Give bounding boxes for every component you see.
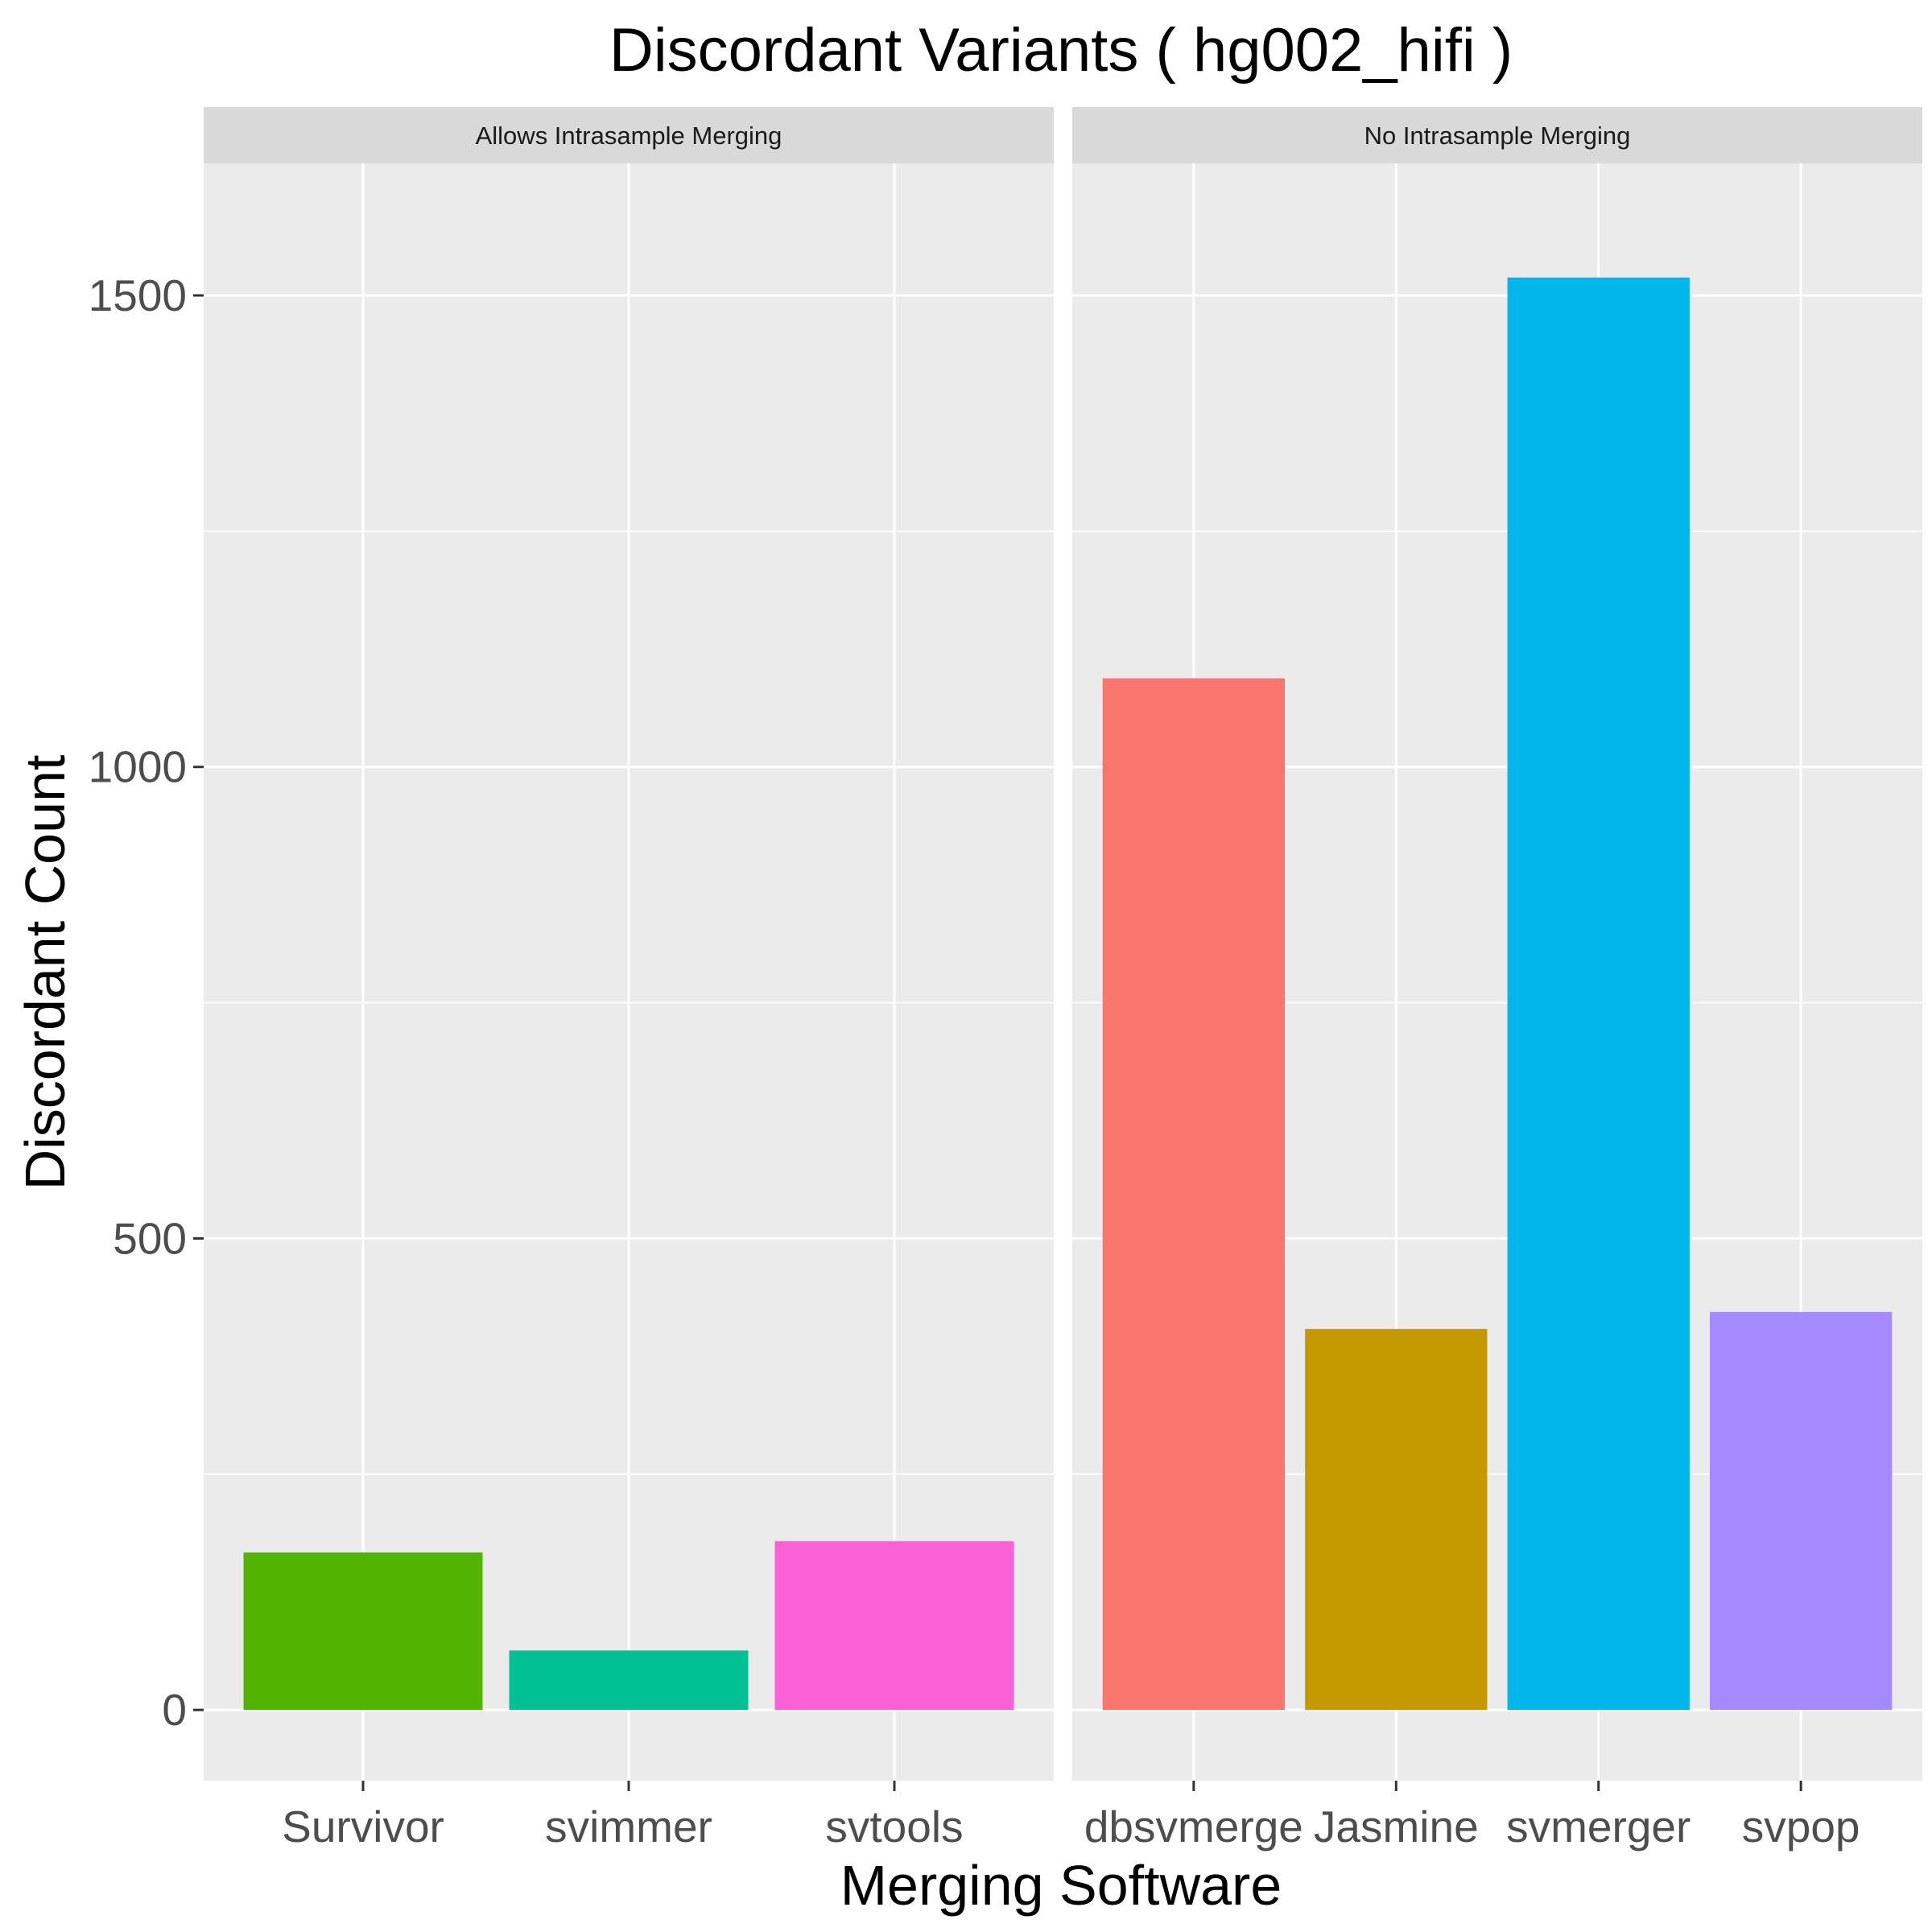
bar-svtools — [774, 1541, 1014, 1711]
x-tick-label: Survivor — [282, 1802, 444, 1852]
bar-svmerger — [1507, 277, 1690, 1711]
y-tick-label: 1500 — [89, 270, 187, 320]
chart-title: Discordant Variants ( hg002_hifi ) — [609, 16, 1513, 85]
bar-svpop — [1710, 1311, 1893, 1711]
x-tick-label: svpop — [1742, 1802, 1860, 1852]
facet-strip — [204, 107, 1054, 163]
y-axis-title: Discordant Count — [14, 755, 76, 1191]
panel: No Intrasample Merging dbsvmerge Jasmine sv… — [1072, 107, 1922, 1852]
facet-strip — [1072, 107, 1922, 163]
facet-strip-label: No Intrasample Merging — [1364, 122, 1631, 150]
x-tick-label: svmerger — [1506, 1802, 1690, 1852]
facet-panels: Allows Intrasample Merging Survivor svimme… — [204, 107, 1922, 1852]
bar-svimmer — [509, 1650, 749, 1711]
facet-strip-label: Allows Intrasample Merging — [476, 122, 782, 150]
bar-dbsvmerge — [1102, 678, 1285, 1711]
x-tick-label: svimmer — [545, 1802, 712, 1852]
y-axis: 0 500 1000 1500 — [89, 270, 204, 1735]
y-tick-label: 1000 — [89, 742, 187, 792]
bar-survivor — [243, 1552, 483, 1711]
x-tick-label: svtools — [825, 1802, 963, 1852]
y-tick-label: 500 — [113, 1213, 187, 1263]
x-axis-title: Merging Software — [840, 1854, 1282, 1917]
bar-jasmine — [1305, 1328, 1488, 1711]
panel: Allows Intrasample Merging Survivor svimme… — [204, 107, 1054, 1852]
x-tick-label: Jasmine — [1314, 1802, 1479, 1852]
y-tick-label: 0 — [162, 1685, 187, 1735]
x-tick-label: dbsvmerge — [1084, 1802, 1303, 1852]
